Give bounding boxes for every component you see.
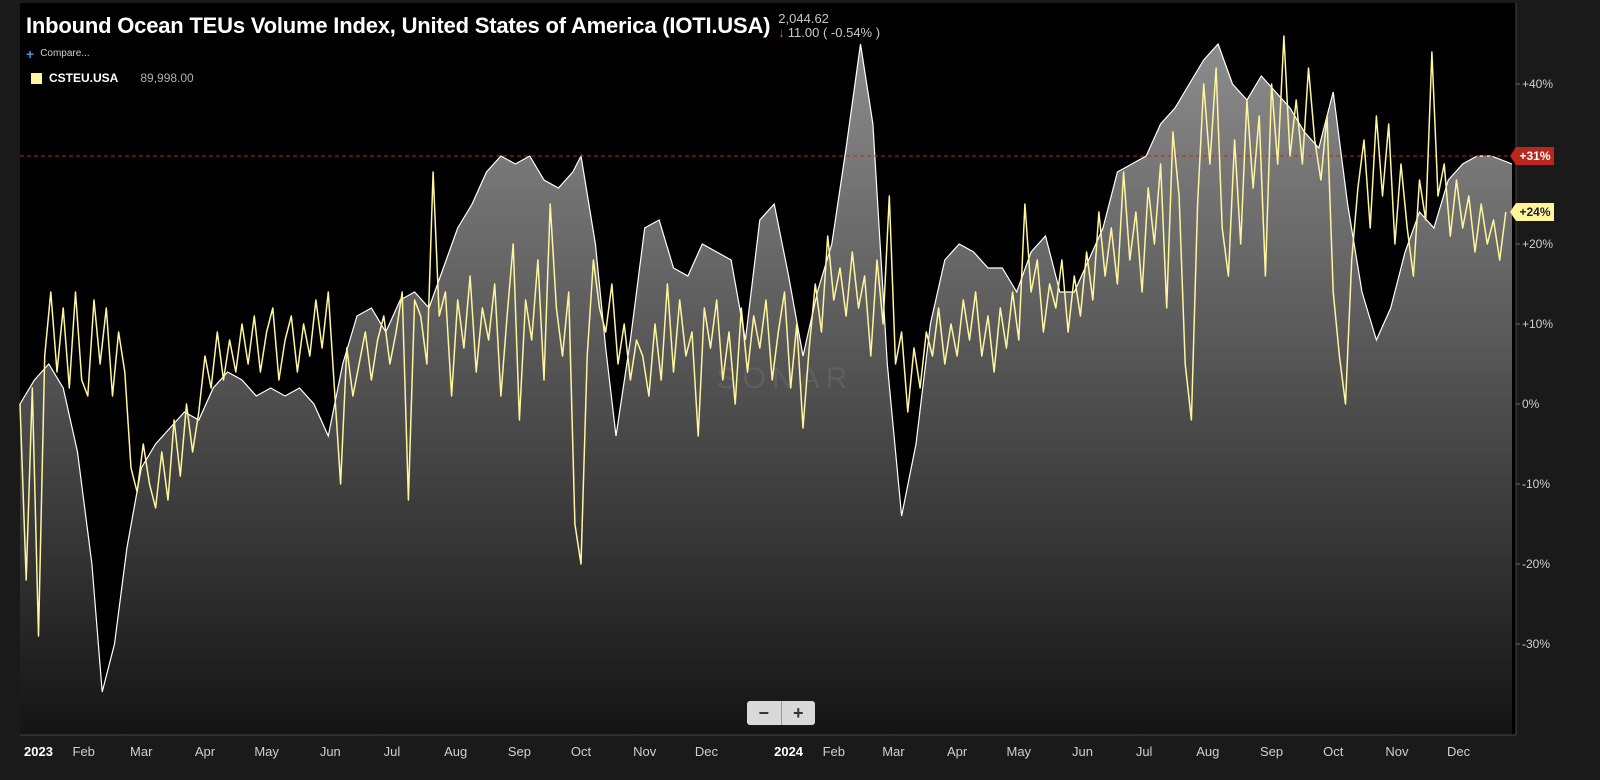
x-tick-label: Jun — [320, 744, 341, 759]
plus-icon: + — [26, 45, 35, 62]
x-tick-label: Feb — [823, 744, 845, 759]
x-tick-label: Mar — [882, 744, 905, 759]
x-tick-label: Feb — [73, 744, 95, 759]
chart-title: Inbound Ocean TEUs Volume Index, United … — [26, 13, 771, 38]
x-tick-label: Dec — [695, 744, 719, 759]
current-marker-label: +24% — [1519, 205, 1550, 219]
y-tick-label: -20% — [1522, 557, 1550, 571]
sonar-watermark: SONAR — [717, 362, 854, 395]
x-tick-label: Jul — [1136, 744, 1153, 759]
current-price: 2,044.62 — [778, 11, 829, 26]
x-tick-label: Oct — [1323, 744, 1344, 759]
chart-header: Inbound Ocean TEUs Volume Index, United … — [26, 12, 880, 40]
zoom-out-button[interactable]: − — [758, 702, 769, 723]
y-tick-label: 0% — [1522, 397, 1540, 411]
x-tick-label: Jun — [1072, 744, 1093, 759]
y-tick-label: +10% — [1522, 317, 1553, 331]
current-marker-badge — [1510, 203, 1554, 221]
x-tick-label: Aug — [1196, 744, 1219, 759]
x-tick-label: Sep — [508, 744, 531, 759]
y-tick-label: -10% — [1522, 477, 1550, 491]
compare-button[interactable]: + Compare... — [26, 45, 90, 62]
ioti-area-line[interactable] — [19, 42, 1513, 693]
x-tick-label: Aug — [444, 744, 467, 759]
price-change: ↓ 11.00 ( -0.54% ) — [778, 26, 880, 40]
x-tick-label: Dec — [1447, 744, 1471, 759]
ioti-area-fill — [20, 44, 1512, 735]
x-tick-label: Oct — [571, 744, 592, 759]
reference-marker-label: +31% — [1519, 149, 1550, 163]
zoom-divider — [780, 701, 782, 725]
y-tick-label: -30% — [1522, 637, 1550, 651]
x-tick-label: May — [254, 744, 279, 759]
compare-label: Compare... — [40, 48, 90, 59]
y-tick-label: +40% — [1522, 77, 1553, 91]
x-tick-label: Jul — [384, 744, 401, 759]
legend-series-name: CSTEU.USA — [49, 71, 119, 85]
legend-item[interactable]: CSTEU.USA 89,998.00 — [31, 71, 194, 85]
x-tick-label: Nov — [633, 744, 657, 759]
down-arrow-icon: ↓ — [778, 25, 785, 40]
legend-swatch — [31, 72, 42, 84]
x-tick-label: Mar — [130, 744, 153, 759]
y-tick-label: +20% — [1522, 237, 1553, 251]
csteu-line[interactable] — [19, 35, 1507, 637]
legend-series-value: 89,998.00 — [140, 71, 194, 85]
reference-marker-badge — [1510, 147, 1554, 165]
x-tick-label: Nov — [1385, 744, 1409, 759]
x-tick-label: Sep — [1260, 744, 1283, 759]
zoom-controls: − + — [747, 701, 815, 725]
x-tick-label: Apr — [195, 744, 216, 759]
x-tick-label: 2023 — [24, 744, 53, 759]
price-change-text: 11.00 ( -0.54% ) — [787, 25, 881, 40]
price-box: 2,044.62 ↓ 11.00 ( -0.54% ) — [778, 12, 880, 40]
x-tick-label: May — [1006, 744, 1031, 759]
x-tick-label: 2024 — [774, 744, 804, 759]
zoom-in-button[interactable]: + — [792, 702, 804, 723]
x-tick-label: Apr — [947, 744, 968, 759]
